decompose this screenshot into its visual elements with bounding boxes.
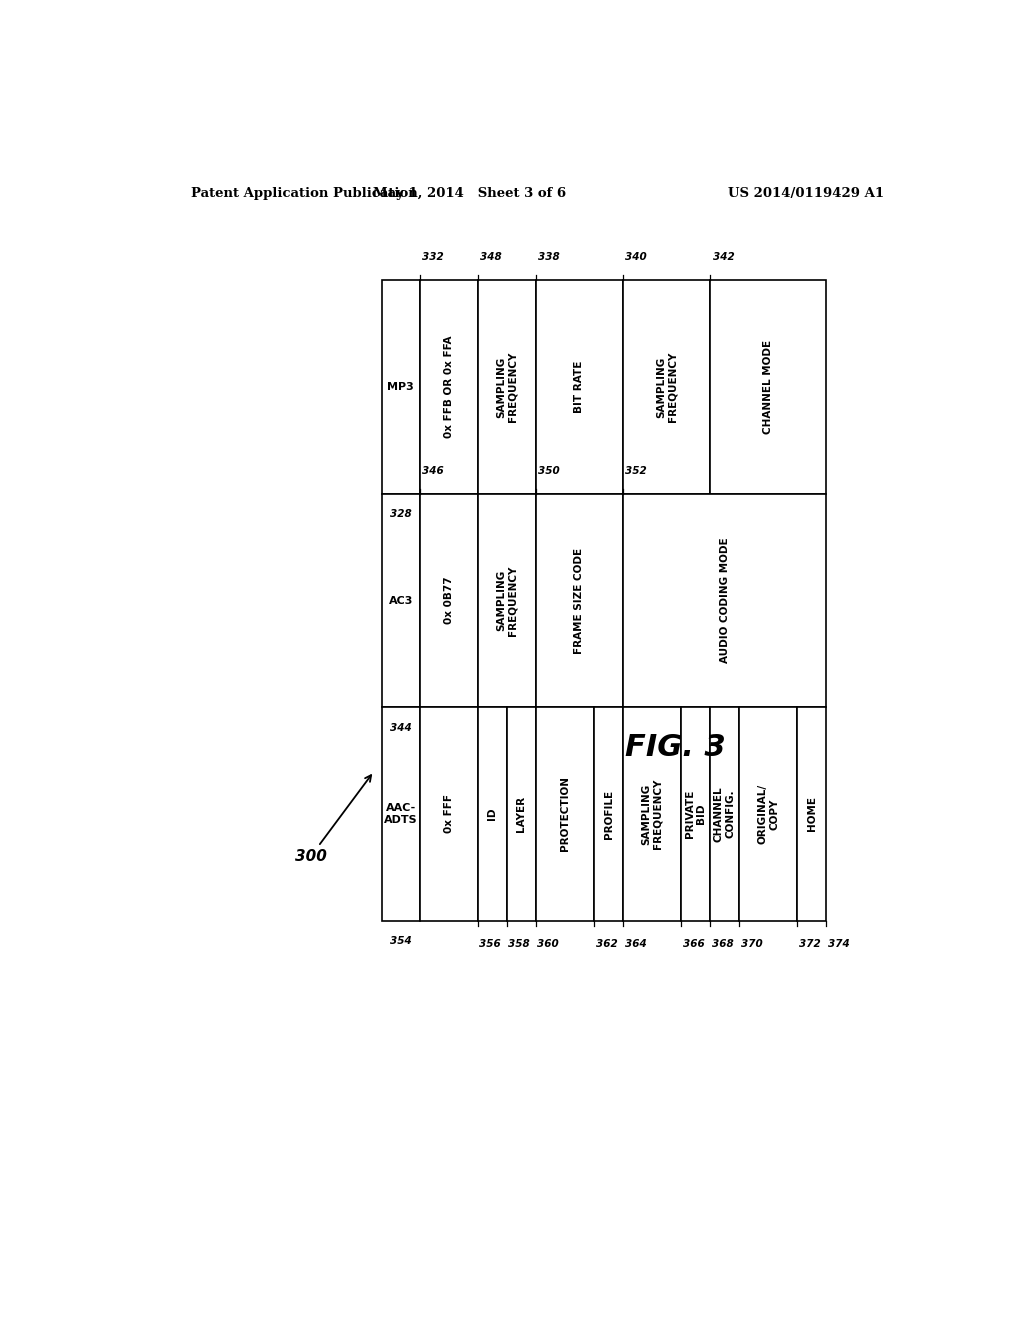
Bar: [478, 708, 507, 921]
Text: 340: 340: [626, 252, 647, 263]
Text: 370: 370: [740, 939, 763, 949]
Text: SAMPLING
FREQUENCY: SAMPLING FREQUENCY: [496, 352, 518, 422]
Bar: [507, 708, 536, 921]
Text: PRIVATE
BID: PRIVATE BID: [685, 789, 707, 838]
Text: 368: 368: [712, 939, 733, 949]
Bar: [420, 494, 478, 708]
Text: SAMPLING
FREQUENCY: SAMPLING FREQUENCY: [496, 565, 518, 636]
Text: FIG. 3: FIG. 3: [626, 734, 726, 763]
Text: PROTECTION: PROTECTION: [560, 776, 570, 851]
Text: LAYER: LAYER: [516, 796, 526, 832]
Text: 356: 356: [479, 939, 501, 949]
Bar: [536, 708, 594, 921]
Text: AAC-
ADTS: AAC- ADTS: [384, 803, 418, 825]
Text: 328: 328: [390, 510, 412, 519]
Text: US 2014/0119429 A1: US 2014/0119429 A1: [728, 187, 885, 201]
Bar: [798, 708, 826, 921]
Bar: [711, 708, 739, 921]
Text: BIT RATE: BIT RATE: [574, 360, 585, 413]
Text: 342: 342: [713, 252, 734, 263]
Text: 0x FFF: 0x FFF: [443, 795, 454, 833]
Text: May 1, 2014   Sheet 3 of 6: May 1, 2014 Sheet 3 of 6: [373, 187, 566, 201]
Bar: [382, 494, 420, 708]
Text: AUDIO CODING MODE: AUDIO CODING MODE: [720, 537, 730, 664]
Text: SAMPLING
FREQUENCY: SAMPLING FREQUENCY: [641, 779, 663, 849]
Text: 358: 358: [509, 939, 530, 949]
Bar: [594, 708, 623, 921]
Text: 354: 354: [390, 936, 412, 946]
Text: 332: 332: [422, 252, 443, 263]
Text: CHANNEL MODE: CHANNEL MODE: [763, 341, 773, 434]
Bar: [623, 708, 681, 921]
Text: Patent Application Publication: Patent Application Publication: [191, 187, 418, 201]
Text: CHANNEL
CONFIG.: CHANNEL CONFIG.: [714, 787, 735, 842]
Bar: [536, 494, 623, 708]
Text: ORIGINAL/
COPY: ORIGINAL/ COPY: [758, 784, 779, 843]
Text: 348: 348: [480, 252, 502, 263]
Text: 346: 346: [422, 466, 443, 475]
Bar: [382, 708, 420, 921]
Text: ID: ID: [487, 808, 498, 820]
Text: 372: 372: [799, 939, 820, 949]
Text: 362: 362: [596, 939, 617, 949]
Bar: [420, 708, 478, 921]
Text: 374: 374: [828, 939, 850, 949]
Bar: [681, 708, 711, 921]
Bar: [711, 280, 826, 494]
Text: 352: 352: [626, 466, 647, 475]
Text: 360: 360: [538, 939, 559, 949]
Text: 364: 364: [625, 939, 646, 949]
Text: 344: 344: [390, 722, 412, 733]
Text: PROFILE: PROFILE: [603, 789, 613, 838]
Bar: [536, 280, 623, 494]
Text: SAMPLING
FREQUENCY: SAMPLING FREQUENCY: [655, 352, 678, 422]
Text: AC3: AC3: [389, 595, 413, 606]
Text: 300: 300: [295, 775, 371, 865]
Text: FRAME SIZE CODE: FRAME SIZE CODE: [574, 548, 585, 653]
Text: 0x 0B77: 0x 0B77: [443, 577, 454, 624]
Bar: [478, 280, 536, 494]
Bar: [623, 280, 711, 494]
Text: 366: 366: [683, 939, 705, 949]
Text: 0x FFB OR 0x FFA: 0x FFB OR 0x FFA: [443, 335, 454, 438]
Bar: [478, 494, 536, 708]
Text: 338: 338: [539, 252, 560, 263]
Text: MP3: MP3: [387, 381, 415, 392]
Text: HOME: HOME: [807, 796, 817, 832]
Bar: [623, 494, 826, 708]
Bar: [420, 280, 478, 494]
Bar: [739, 708, 798, 921]
Text: 350: 350: [539, 466, 560, 475]
Bar: [382, 280, 420, 494]
